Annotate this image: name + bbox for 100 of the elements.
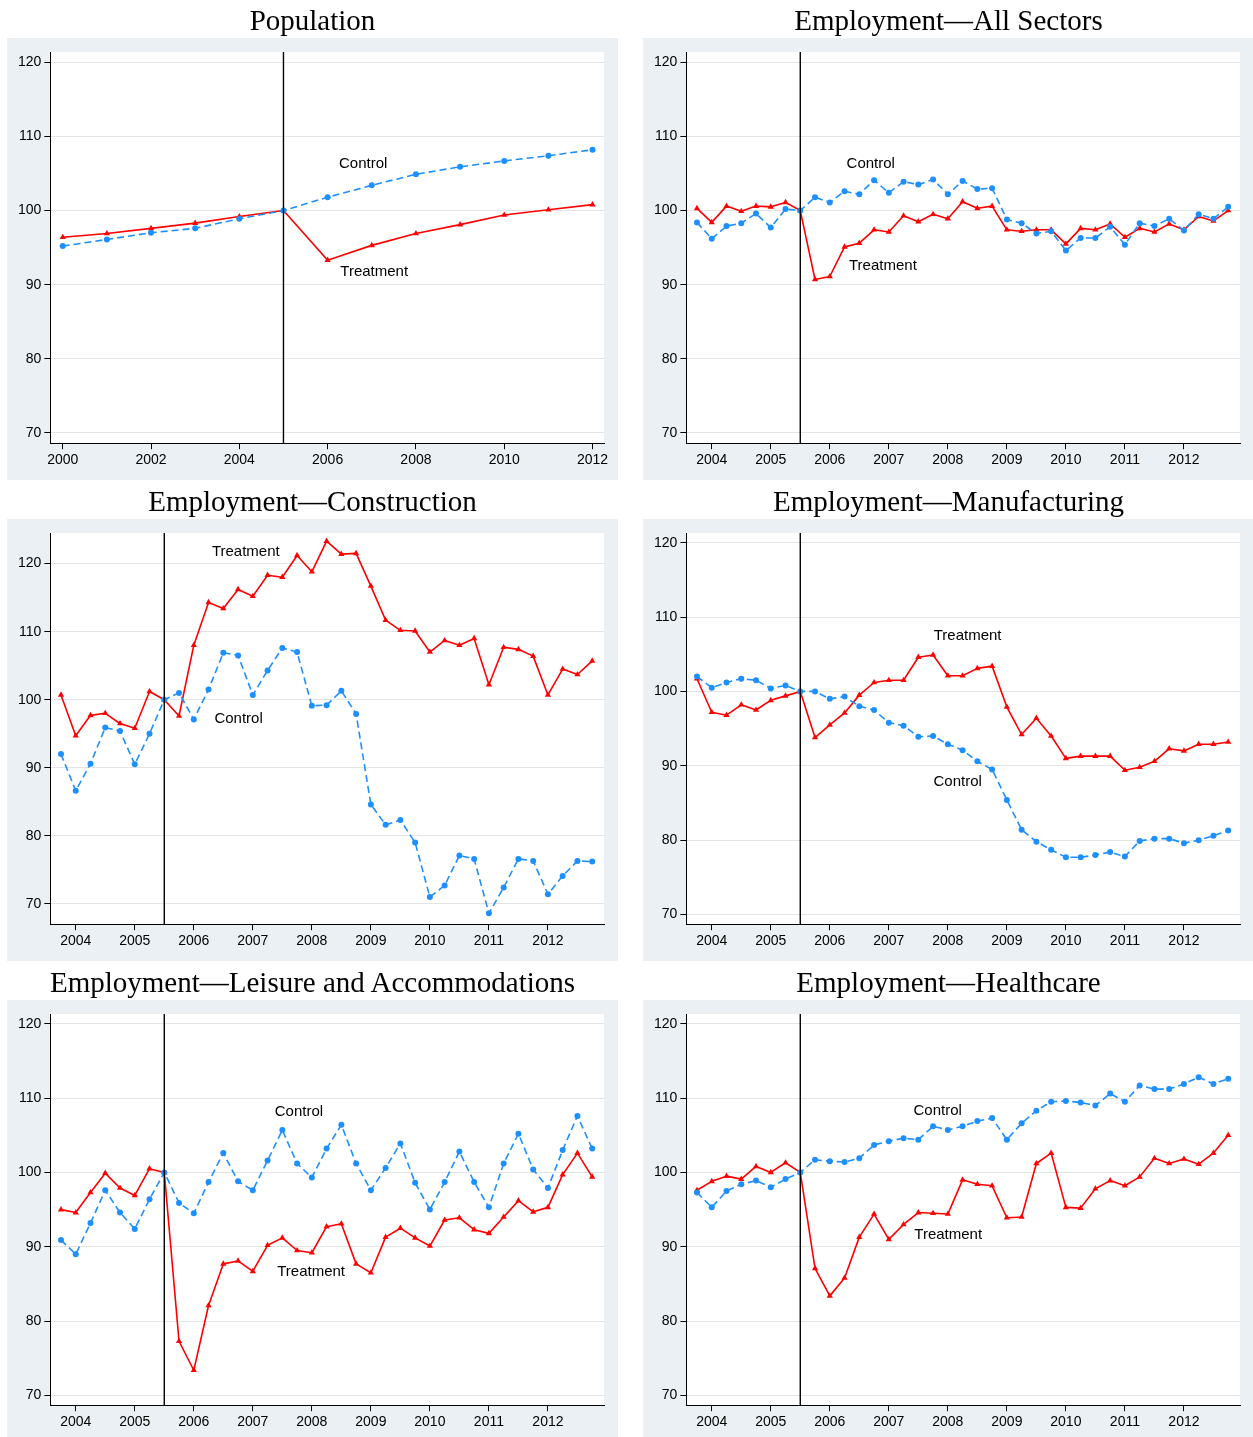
x-tick-label: 2012 bbox=[532, 1413, 564, 1430]
x-tick-label: 2011 bbox=[1109, 932, 1141, 949]
y-tick-label: 100 bbox=[654, 201, 678, 218]
x-tick-label: 2004 bbox=[696, 451, 728, 468]
y-tick-label: 90 bbox=[25, 1237, 42, 1254]
x-tick-label: 2004 bbox=[60, 1413, 92, 1430]
y-tick-label: 70 bbox=[25, 423, 42, 440]
y-tick-label: 100 bbox=[654, 682, 678, 699]
chart-title: Employment—Healthcare bbox=[795, 965, 1102, 1000]
x-tick-label: 2012 bbox=[1168, 451, 1200, 468]
y-tick-label: 90 bbox=[661, 1237, 678, 1254]
y-tick-label: 110 bbox=[655, 127, 678, 144]
x-tick-label: 2005 bbox=[119, 932, 151, 949]
x-tick-label: 2006 bbox=[178, 1413, 210, 1430]
y-tick-label: 120 bbox=[18, 53, 42, 70]
x-tick-label: 2004 bbox=[60, 932, 92, 949]
x-tick-label: 2007 bbox=[873, 932, 905, 949]
x-tick-label: 2010 bbox=[414, 932, 446, 949]
series-label: Control bbox=[214, 709, 263, 727]
x-tick-label: 2005 bbox=[755, 451, 787, 468]
y-tick-label: 90 bbox=[661, 756, 678, 773]
x-tick-label: 2008 bbox=[932, 451, 964, 468]
y-tick-label: 120 bbox=[18, 554, 42, 571]
series-label: Control bbox=[846, 154, 895, 172]
x-tick-label: 2005 bbox=[755, 1413, 787, 1430]
x-tick-label: 2005 bbox=[755, 932, 787, 949]
x-tick-label: 2010 bbox=[414, 1413, 446, 1430]
y-tick-label: 100 bbox=[18, 690, 42, 707]
y-tick-label: 80 bbox=[25, 826, 42, 843]
y-tick-label: 80 bbox=[661, 831, 678, 848]
x-tick-label: 2000 bbox=[47, 451, 79, 468]
y-tick-label: 110 bbox=[655, 1088, 678, 1105]
x-tick-label: 2011 bbox=[1109, 1413, 1141, 1430]
x-tick-label: 2008 bbox=[932, 1413, 964, 1430]
series-label: Treatment bbox=[211, 541, 281, 559]
y-tick-label: 120 bbox=[654, 1014, 678, 1031]
chart-title: Employment—Construction bbox=[147, 484, 478, 519]
series-label: Control bbox=[933, 771, 982, 789]
x-tick-label: 2008 bbox=[400, 451, 432, 468]
x-tick-label: 2005 bbox=[119, 1413, 151, 1430]
y-tick-label: 70 bbox=[661, 1386, 678, 1403]
x-tick-label: 2010 bbox=[1050, 1413, 1082, 1430]
chart-title: Employment—Leisure and Accommodations bbox=[48, 965, 577, 1000]
y-tick-label: 110 bbox=[19, 127, 42, 144]
y-tick-label: 100 bbox=[18, 201, 42, 218]
x-tick-label: 2012 bbox=[1168, 932, 1200, 949]
x-tick-label: 2006 bbox=[814, 932, 846, 949]
x-tick-label: 2012 bbox=[1168, 1413, 1200, 1430]
x-tick-label: 2008 bbox=[296, 932, 328, 949]
x-tick-label: 2012 bbox=[576, 451, 609, 468]
x-tick-label: 2004 bbox=[696, 1413, 728, 1430]
series-label: Treatment bbox=[933, 625, 1003, 643]
series-label: Control bbox=[913, 1101, 962, 1119]
x-tick-label: 2011 bbox=[1109, 451, 1141, 468]
y-tick-label: 80 bbox=[661, 349, 678, 366]
y-tick-label: 80 bbox=[25, 1312, 42, 1329]
series-label: Treatment bbox=[340, 262, 409, 280]
x-tick-label: 2004 bbox=[223, 451, 256, 468]
series-label: Control bbox=[274, 1102, 324, 1120]
x-tick-label: 2009 bbox=[991, 932, 1023, 949]
x-tick-label: 2008 bbox=[296, 1413, 328, 1430]
y-tick-label: 90 bbox=[661, 275, 678, 292]
y-tick-label: 120 bbox=[18, 1014, 42, 1031]
y-tick-label: 90 bbox=[25, 275, 42, 292]
x-tick-label: 2008 bbox=[932, 932, 964, 949]
series-label: Treatment bbox=[277, 1261, 346, 1279]
x-tick-label: 2004 bbox=[696, 932, 728, 949]
x-tick-label: 2007 bbox=[873, 1413, 905, 1430]
y-tick-label: 70 bbox=[661, 423, 678, 440]
y-tick-label: 70 bbox=[25, 1386, 42, 1403]
x-tick-label: 2007 bbox=[873, 451, 905, 468]
y-tick-label: 100 bbox=[18, 1163, 42, 1180]
x-tick-label: 2010 bbox=[1050, 451, 1082, 468]
series-label: Control bbox=[338, 154, 388, 172]
chart-title: Employment—Manufacturing bbox=[771, 484, 1126, 519]
x-tick-label: 2006 bbox=[814, 1413, 846, 1430]
x-tick-label: 2012 bbox=[532, 932, 564, 949]
x-tick-label: 2011 bbox=[473, 932, 505, 949]
y-tick-label: 70 bbox=[661, 905, 678, 922]
y-tick-label: 120 bbox=[654, 53, 678, 70]
y-tick-label: 90 bbox=[25, 758, 42, 775]
x-tick-label: 2011 bbox=[473, 1413, 505, 1430]
series-label: Treatment bbox=[914, 1224, 983, 1242]
chart-title: Employment—All Sectors bbox=[793, 3, 1104, 38]
x-tick-label: 2006 bbox=[312, 451, 344, 468]
x-tick-label: 2009 bbox=[355, 1413, 387, 1430]
y-tick-label: 110 bbox=[19, 1088, 42, 1105]
x-tick-label: 2009 bbox=[991, 451, 1023, 468]
chart-title: Population bbox=[248, 3, 377, 38]
y-tick-label: 120 bbox=[654, 533, 678, 550]
x-tick-label: 2010 bbox=[1050, 932, 1082, 949]
x-tick-label: 2010 bbox=[488, 451, 520, 468]
x-tick-label: 2007 bbox=[237, 932, 269, 949]
series-label: Treatment bbox=[848, 256, 918, 274]
x-tick-label: 2007 bbox=[237, 1413, 269, 1430]
y-tick-label: 100 bbox=[654, 1163, 678, 1180]
y-tick-label: 110 bbox=[19, 622, 42, 639]
y-tick-label: 70 bbox=[25, 894, 42, 911]
x-tick-label: 2006 bbox=[814, 451, 846, 468]
y-tick-label: 80 bbox=[661, 1312, 678, 1329]
